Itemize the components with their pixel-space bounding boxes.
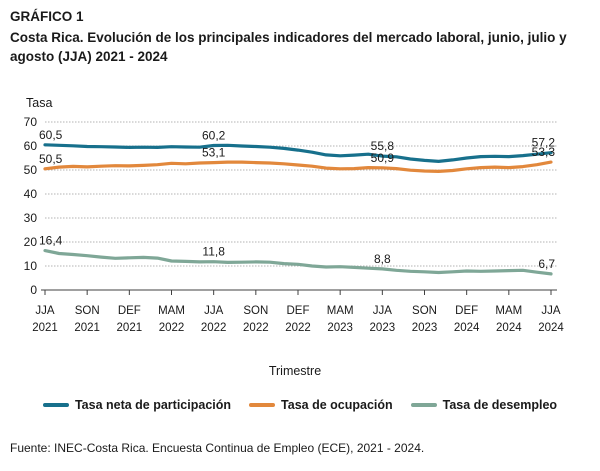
data-label-unemployment-36: 6,7: [538, 257, 555, 271]
y-tick-label-50: 50: [24, 163, 38, 177]
x-tick-label-5-line1: SON: [243, 305, 268, 317]
x-tick-label-4-line1: JJA: [204, 305, 224, 317]
y-tick-label-60: 60: [24, 139, 38, 153]
data-label-occupation-36: 53,3: [532, 145, 556, 159]
series-line-participation: [43, 143, 553, 163]
x-tick-label-11-line1: MAM: [495, 305, 522, 317]
chart-title: Costa Rica. Evolución de los principales…: [10, 30, 567, 64]
x-tick-label-5-line2: 2022: [243, 322, 269, 334]
data-label-participation-12: 60,2: [202, 129, 226, 143]
x-tick-label-6-line1: DEF: [287, 305, 310, 317]
y-axis-title: Tasa: [26, 96, 52, 110]
source-note: Fuente: INEC-Costa Rica. Encuesta Contin…: [10, 441, 425, 455]
x-tick-label-6-line2: 2022: [285, 322, 311, 334]
y-tick-label-20: 20: [24, 235, 38, 249]
x-tick-label-11-line2: 2024: [496, 322, 522, 334]
legend-label-occupation: Tasa de ocupación: [281, 398, 393, 412]
legend-label-unemployment: Tasa de desempleo: [442, 398, 558, 412]
data-label-unemployment-12: 11,8: [202, 245, 225, 259]
x-tick-label-10-line2: 2024: [454, 322, 480, 334]
data-label-participation-24: 55,8: [371, 139, 395, 153]
x-tick-label-2-line2: 2021: [117, 322, 143, 334]
figure-label: GRÁFICO 1: [10, 9, 84, 24]
x-tick-label-10-line1: DEF: [455, 305, 478, 317]
x-tick-label-3-line2: 2022: [159, 322, 185, 334]
legend-item-unemployment: Tasa de desempleo: [410, 398, 558, 412]
x-tick-label-9-line1: SON: [412, 305, 437, 317]
x-tick-label-4-line2: 2022: [201, 322, 227, 334]
data-label-unemployment-24: 8,8: [374, 252, 391, 266]
data-label-unemployment-0: 16,4: [39, 234, 63, 248]
x-axis-title: Trimestre: [269, 364, 321, 378]
x-tick-label-0-line2: 2021: [32, 322, 58, 334]
x-tick-label-3-line1: MAM: [158, 305, 185, 317]
data-label-participation-36: 57,2: [532, 136, 556, 150]
x-tick-label-1-line1: SON: [75, 305, 100, 317]
y-tick-label-10: 10: [24, 259, 38, 273]
x-tick-label-9-line2: 2023: [412, 322, 438, 334]
data-label-occupation-0: 50,5: [39, 152, 63, 166]
line-chart: Tasa 0 10 20 30 40 50 60 70 JJA 2021 SON 2021 DEF 2021…: [24, 96, 565, 378]
x-tick-label-8-line1: JJA: [373, 305, 393, 317]
legend-swatch-unemployment: [410, 403, 437, 407]
x-tick-label-12-line1: JJA: [541, 305, 561, 317]
legend-swatch-participation: [42, 403, 69, 407]
legend-item-participation: Tasa neta de participación: [42, 398, 232, 412]
data-label-occupation-24: 50,9: [371, 151, 395, 165]
series-line-unemployment: [43, 249, 553, 276]
y-tick-label-30: 30: [24, 211, 38, 225]
data-label-participation-0: 60,5: [39, 128, 63, 142]
legend-label-participation: Tasa neta de participación: [74, 398, 232, 412]
x-tick-label-1-line2: 2021: [74, 322, 100, 334]
legend: Tasa neta de participación Tasa de ocupa…: [0, 398, 600, 412]
x-tick-label-2-line1: DEF: [118, 305, 141, 317]
y-tick-label-40: 40: [24, 187, 38, 201]
data-label-occupation-12: 53,1: [202, 146, 226, 160]
x-tick-label-7-line2: 2023: [327, 322, 353, 334]
legend-item-occupation: Tasa de ocupación: [249, 398, 393, 412]
x-tick-label-0-line1: JJA: [35, 305, 55, 317]
x-tick-label-7-line1: MAM: [327, 305, 354, 317]
y-tick-label-0: 0: [30, 283, 37, 297]
x-tick-label-8-line2: 2023: [370, 322, 396, 334]
legend-swatch-occupation: [249, 403, 276, 407]
x-tick-label-12-line2: 2024: [538, 322, 564, 334]
series-line-occupation: [43, 160, 553, 173]
y-tick-label-70: 70: [24, 115, 38, 129]
